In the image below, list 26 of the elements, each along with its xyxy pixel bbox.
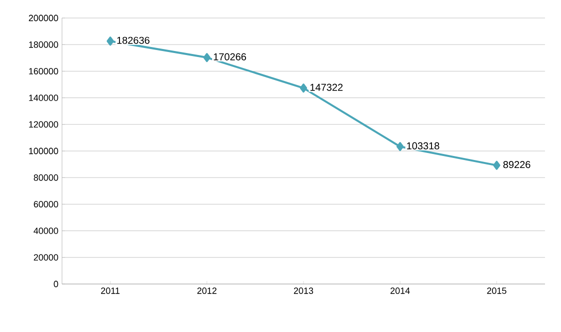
y-tick-label: 200000 bbox=[28, 14, 58, 22]
data-label: 147322 bbox=[310, 84, 343, 91]
data-label: 89226 bbox=[503, 161, 530, 168]
y-tick-label: 160000 bbox=[29, 68, 58, 74]
x-tick-label: 2014 bbox=[390, 288, 410, 294]
x-tick-label: 2012 bbox=[197, 288, 216, 294]
x-tick-label: 2011 bbox=[101, 288, 120, 294]
y-tick-label: 20000 bbox=[34, 254, 58, 261]
y-tick-label: 120000 bbox=[29, 121, 58, 128]
y-tick-label: 180000 bbox=[29, 41, 58, 48]
y-tick-label: 0 bbox=[54, 280, 58, 288]
x-tick-label: 2015 bbox=[487, 288, 506, 294]
data-label: 170266 bbox=[214, 53, 246, 60]
point bbox=[203, 53, 211, 62]
data-label: 103318 bbox=[407, 142, 440, 150]
point bbox=[106, 36, 114, 46]
y-tick-label: 60000 bbox=[34, 201, 58, 208]
point bbox=[493, 160, 500, 170]
x-tick-label: 2013 bbox=[294, 288, 314, 294]
point bbox=[396, 142, 404, 152]
y-tick-label: 40000 bbox=[34, 228, 58, 234]
y-tick-label: 80000 bbox=[34, 174, 58, 181]
y-tick-label: 140000 bbox=[29, 94, 58, 101]
y-tick-label: 100000 bbox=[29, 148, 58, 154]
data-label: 182636 bbox=[117, 36, 150, 44]
point bbox=[300, 84, 308, 93]
